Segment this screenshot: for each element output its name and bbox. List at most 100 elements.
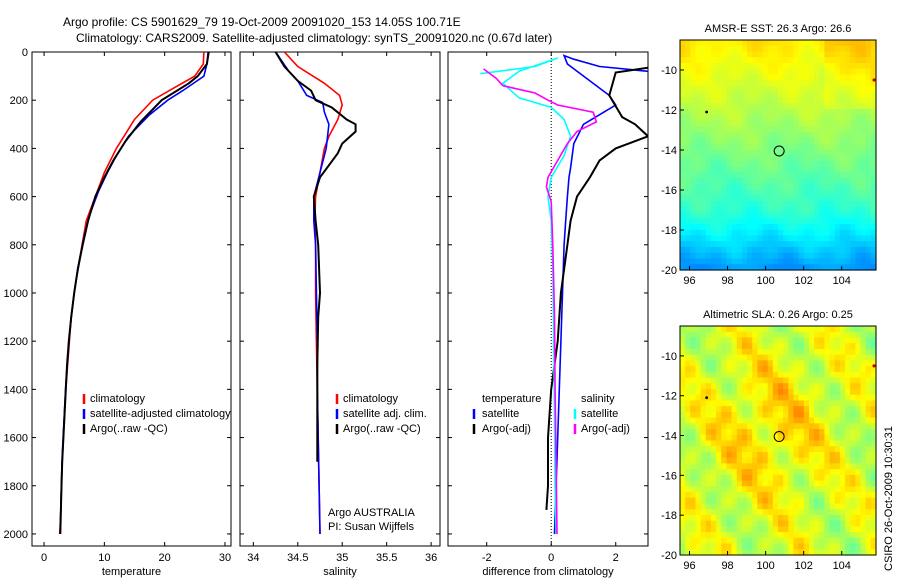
sla-cell: [834, 360, 841, 367]
sst-cell: [783, 57, 789, 64]
sla-cell: [721, 411, 728, 419]
sla-cell: [767, 417, 774, 424]
sla-cell: [710, 360, 717, 367]
sst-cell: [695, 86, 702, 93]
sla-cell: [839, 337, 846, 344]
sst-cell: [803, 149, 810, 156]
sla-cell: [772, 348, 779, 356]
sla-cell: [824, 463, 831, 470]
sla-cell: [778, 457, 784, 464]
sla-cell: [834, 463, 841, 470]
sst-cell: [845, 132, 851, 139]
sst-cell: [747, 160, 753, 168]
sla-cell: [772, 377, 779, 384]
sst-cell: [808, 166, 815, 173]
sst-cell: [716, 258, 722, 265]
temperature-legend-label: climatology: [90, 393, 146, 405]
sla-cell: [680, 503, 686, 510]
sla-cell: [860, 371, 867, 379]
sst-cell: [685, 45, 691, 53]
sst-cell: [839, 229, 846, 237]
sla-cell: [721, 388, 728, 396]
sla-cell: [700, 474, 707, 482]
depth-tick-label: 0: [22, 47, 28, 59]
sla-cell: [793, 337, 800, 344]
sla-cell: [716, 348, 722, 356]
sla-cell: [870, 354, 877, 361]
sst-cell: [829, 195, 836, 202]
sst-cell: [710, 241, 717, 248]
sst-cell: [690, 201, 697, 208]
sla-cell: [814, 337, 820, 344]
sla-cell: [700, 326, 707, 333]
sst-cell: [829, 172, 836, 179]
sla-cell: [845, 474, 851, 482]
sst-cell: [772, 189, 779, 196]
sst-cell: [824, 91, 831, 99]
sst-cell: [808, 137, 815, 145]
sst-cell: [752, 149, 758, 156]
sst-cell: [798, 103, 805, 110]
sst-cell: [710, 149, 717, 156]
sla-cell: [803, 520, 810, 527]
sst-cell: [747, 91, 753, 99]
sla-cell: [716, 474, 722, 482]
sla-cell: [834, 537, 841, 545]
sst-cell: [824, 218, 831, 225]
sla-cell: [819, 520, 826, 527]
sst-cell: [788, 91, 795, 99]
sst-cell: [685, 172, 691, 179]
sst-cell: [700, 137, 707, 145]
sst-cell: [845, 235, 851, 242]
sla-cell: [860, 486, 867, 493]
sst-cell: [798, 114, 805, 122]
sst-cell: [772, 91, 779, 99]
sla-cell: [700, 429, 707, 436]
sst-cell: [845, 252, 851, 260]
sla-cell: [778, 497, 784, 505]
sla-cell: [808, 469, 815, 476]
sla-cell: [705, 360, 712, 367]
sla-cell: [695, 343, 702, 350]
sla-cell: [700, 532, 707, 539]
sst-cell: [819, 137, 826, 145]
sst-cell: [731, 247, 738, 254]
sla-cell: [772, 440, 779, 447]
sla-cell: [685, 526, 691, 533]
sst-cell: [747, 189, 753, 196]
sst-cell: [870, 126, 877, 133]
sst-xtick-label: 98: [721, 275, 733, 287]
sst-cell: [870, 155, 877, 162]
sla-cell: [819, 440, 826, 447]
sst-cell: [690, 103, 697, 110]
sst-cell: [716, 132, 722, 139]
sla-cell: [798, 440, 805, 447]
sst-cell: [860, 80, 867, 87]
sla-cell: [783, 343, 789, 350]
sst-cell: [783, 212, 789, 219]
sla-cell: [767, 400, 774, 407]
sst-cell: [772, 212, 779, 219]
sst-cell: [716, 224, 722, 231]
depth-tick-label: 1200: [4, 336, 28, 348]
sla-cell: [798, 366, 805, 373]
sst-cell: [772, 241, 779, 248]
sla-cell: [721, 337, 728, 344]
sst-cell: [757, 137, 764, 145]
sla-cell: [695, 440, 702, 447]
sla-cell: [690, 411, 697, 419]
sla-cell: [850, 406, 856, 413]
sst-cell: [788, 114, 795, 122]
sst-cell: [721, 183, 728, 191]
sst-cell: [736, 103, 743, 110]
sst-cell: [798, 189, 805, 196]
sla-cell: [783, 326, 789, 333]
sla-cell: [788, 440, 795, 447]
sla-cell: [850, 526, 856, 533]
sst-cell: [700, 120, 707, 127]
sst-cell: [685, 143, 691, 150]
sla-cell: [845, 520, 851, 527]
sla-cell: [865, 388, 872, 396]
sst-cell: [850, 114, 856, 122]
sst-cell: [726, 80, 733, 87]
